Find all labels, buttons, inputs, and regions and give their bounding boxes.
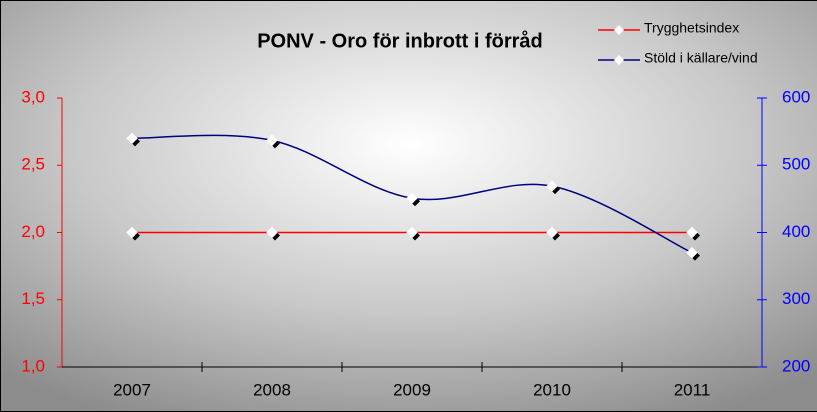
y2-tick-label: 300 (782, 289, 810, 308)
legend-marker (614, 55, 624, 65)
x-tick-label: 2011 (674, 380, 711, 399)
y2-tick-label: 400 (782, 222, 810, 241)
series-marker (686, 226, 698, 239)
legend-label: Stöld i källare/vind (644, 50, 758, 66)
series-marker (126, 226, 138, 239)
series-marker (686, 246, 698, 259)
x-tick-label: 2007 (113, 380, 151, 399)
series-marker (406, 192, 418, 204)
series-marker (546, 226, 558, 239)
y2-tick-label: 600 (782, 87, 810, 106)
legend-label: Trygghetsindex (644, 20, 739, 36)
y-tick-label: 2,0 (21, 222, 45, 241)
chart-title: PONV - Oro för inbrott i förråd (257, 29, 543, 52)
y-tick-label: 3,0 (21, 87, 45, 106)
series-marker (266, 134, 278, 147)
y2-tick-label: 500 (782, 155, 810, 174)
x-tick-label: 2009 (393, 380, 431, 399)
x-tick-label: 2008 (253, 380, 291, 399)
series-marker (546, 180, 558, 192)
series-marker (406, 226, 418, 239)
y-tick-label: 2,5 (21, 155, 45, 174)
y2-tick-label: 200 (782, 356, 810, 375)
legend-marker (614, 25, 624, 35)
y-tick-label: 1,0 (21, 356, 45, 375)
y-tick-label: 1,5 (21, 289, 45, 308)
series-marker (126, 132, 138, 145)
series-marker (266, 226, 278, 239)
x-tick-label: 2010 (533, 380, 571, 399)
